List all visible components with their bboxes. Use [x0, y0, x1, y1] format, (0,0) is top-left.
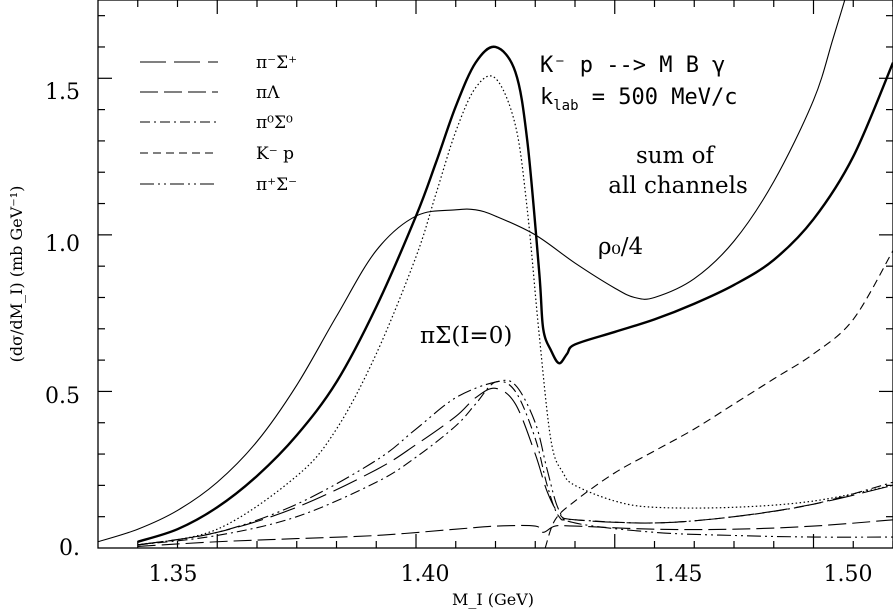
x-tick-label: 1.50: [824, 562, 873, 587]
y-tick-label: 1.5: [45, 80, 80, 105]
series-line-7: [137, 75, 893, 546]
series-line-0: [137, 387, 893, 546]
rho-annotation: ρ₀/4: [598, 234, 643, 260]
axis-ticks: [98, 0, 893, 548]
series-line-3: [544, 250, 893, 548]
legend-label: π⁺Σ⁻: [256, 175, 297, 195]
y-tick-label: 0.5: [45, 384, 80, 409]
y-tick-label: 0.: [59, 536, 80, 561]
legend-label: πΛ: [256, 83, 280, 103]
plot-frame: [97, 0, 893, 549]
klab-annotation: klab = 500 MeV/c: [540, 85, 738, 114]
x-tick-label: 1.35: [149, 562, 198, 587]
pisigma-annotation: πΣ(I=0): [420, 323, 512, 349]
reaction-annotation: K⁻ p --> M B γ: [540, 53, 725, 78]
legend-label: π⁻Σ⁺: [256, 53, 297, 73]
x-tick-label: 1.40: [401, 562, 450, 587]
series-line-1: [137, 519, 893, 547]
series-line-5: [137, 45, 893, 543]
series-line-4: [137, 379, 893, 546]
y-tick-labels: 0. 0.5 1.0 1.5: [45, 80, 80, 561]
klab-value: = 500 MeV/c: [579, 85, 738, 110]
sum-annotation-line2: all channels: [608, 173, 748, 199]
sum-annotation-line1: sum of: [636, 143, 716, 169]
x-axis-title: M_I (GeV): [452, 590, 534, 609]
series-line-2: [137, 380, 893, 546]
y-axis-title: (dσ/dM_I) (mb GeV⁻¹): [7, 186, 26, 363]
legend-label: π⁰Σ⁰: [256, 113, 293, 133]
x-tick-labels: 1.35 1.40 1.45 1.50: [149, 562, 873, 587]
curves: [98, 0, 893, 548]
legend: π⁻Σ⁺ πΛ π⁰Σ⁰ K⁻ p π⁺Σ⁻: [140, 53, 297, 195]
klab-symbol: k: [540, 85, 553, 110]
x-tick-label: 1.45: [654, 562, 703, 587]
legend-label: K⁻ p: [256, 144, 294, 164]
series-line-6: [98, 0, 846, 543]
y-tick-label: 1.0: [45, 232, 80, 257]
klab-subscript: lab: [553, 98, 578, 114]
